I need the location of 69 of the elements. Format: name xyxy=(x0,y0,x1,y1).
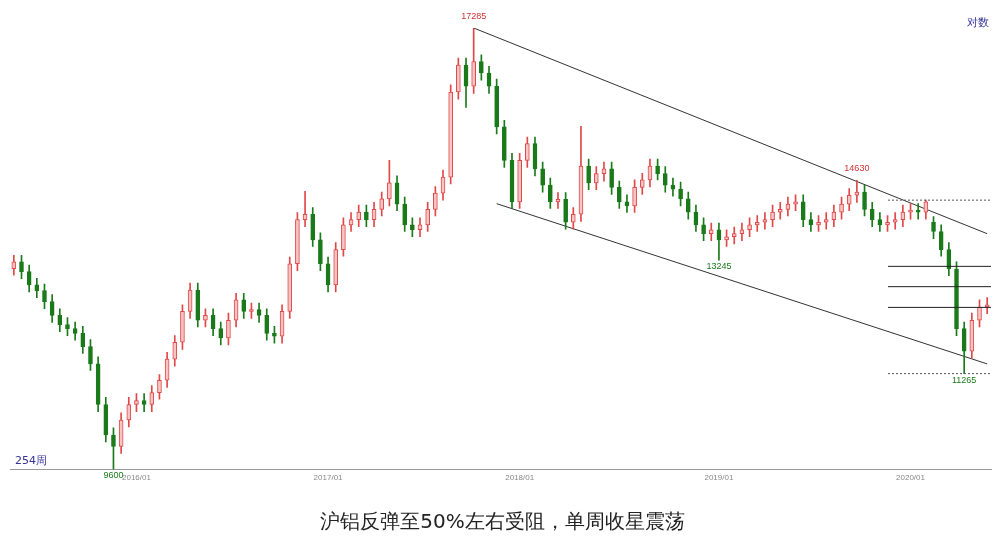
candlestick xyxy=(341,217,346,257)
candlestick xyxy=(632,179,637,213)
candlestick xyxy=(42,283,47,310)
annotation: 11265 xyxy=(952,374,977,385)
candlestick xyxy=(586,158,591,190)
candlestick xyxy=(111,427,116,470)
candlestick xyxy=(226,312,231,346)
candlestick xyxy=(547,177,553,209)
candlestick xyxy=(609,161,614,195)
candlestick xyxy=(977,299,982,328)
candlestick xyxy=(494,78,499,135)
candlestick xyxy=(816,215,821,232)
candlestick xyxy=(272,326,277,344)
candlestick xyxy=(157,374,162,400)
candlestick xyxy=(364,204,369,227)
candlestick xyxy=(862,184,867,217)
x-tick-label: 2016/01 xyxy=(122,473,152,483)
annotation: 254周 xyxy=(15,453,47,467)
candlestick xyxy=(885,215,890,232)
x-tick-label: 2019/01 xyxy=(704,473,734,483)
annotation: 14630 xyxy=(844,163,870,174)
candlestick xyxy=(908,203,913,220)
candlestick xyxy=(410,217,415,238)
candlestick xyxy=(479,54,484,81)
candlestick xyxy=(570,207,576,230)
candlestick xyxy=(19,254,24,280)
candlestick xyxy=(762,212,768,230)
candlestick xyxy=(770,204,775,227)
candlestick xyxy=(655,158,660,181)
candlestick xyxy=(701,217,706,242)
candlestick xyxy=(678,181,683,207)
candlestick xyxy=(456,57,461,100)
candlestick xyxy=(823,212,829,230)
candlestick xyxy=(88,339,93,371)
candlestick xyxy=(892,212,898,230)
candlestick xyxy=(517,153,522,209)
candlestick xyxy=(318,232,323,272)
candlestick xyxy=(915,203,921,220)
x-tick-label: 2017/01 xyxy=(313,473,344,483)
x-tick-label: 2020/01 xyxy=(896,473,926,483)
candlestick xyxy=(731,226,737,245)
candlestick xyxy=(425,202,431,232)
candlestick xyxy=(724,229,729,247)
annotation: 13245 xyxy=(706,261,732,272)
candlestick xyxy=(931,216,936,239)
candlestick xyxy=(448,84,454,185)
candlestick xyxy=(754,215,760,232)
candlestick xyxy=(295,212,300,272)
candlestick xyxy=(471,28,477,94)
candlestick xyxy=(502,119,507,168)
candlestick xyxy=(134,393,139,412)
candlestick xyxy=(984,297,990,314)
candlestick xyxy=(387,160,392,207)
candlestick xyxy=(540,161,545,193)
candlestick xyxy=(747,217,752,238)
annotation: 17285 xyxy=(461,10,487,21)
candlestick xyxy=(180,304,185,350)
candlestick xyxy=(433,186,438,217)
candlestick xyxy=(563,192,568,230)
candlestick xyxy=(839,196,844,220)
x-tick-label: 2018/01 xyxy=(505,473,535,483)
text: 沪铝反弹至50%左右受阻，单周收星震荡 xyxy=(319,508,686,535)
annotation: 对数 xyxy=(967,16,989,30)
candlestick xyxy=(65,317,70,336)
candlestick xyxy=(954,261,959,336)
candlestick xyxy=(524,136,530,168)
candlestick xyxy=(249,302,254,319)
candlestick xyxy=(203,308,208,328)
candlestick xyxy=(777,202,783,220)
